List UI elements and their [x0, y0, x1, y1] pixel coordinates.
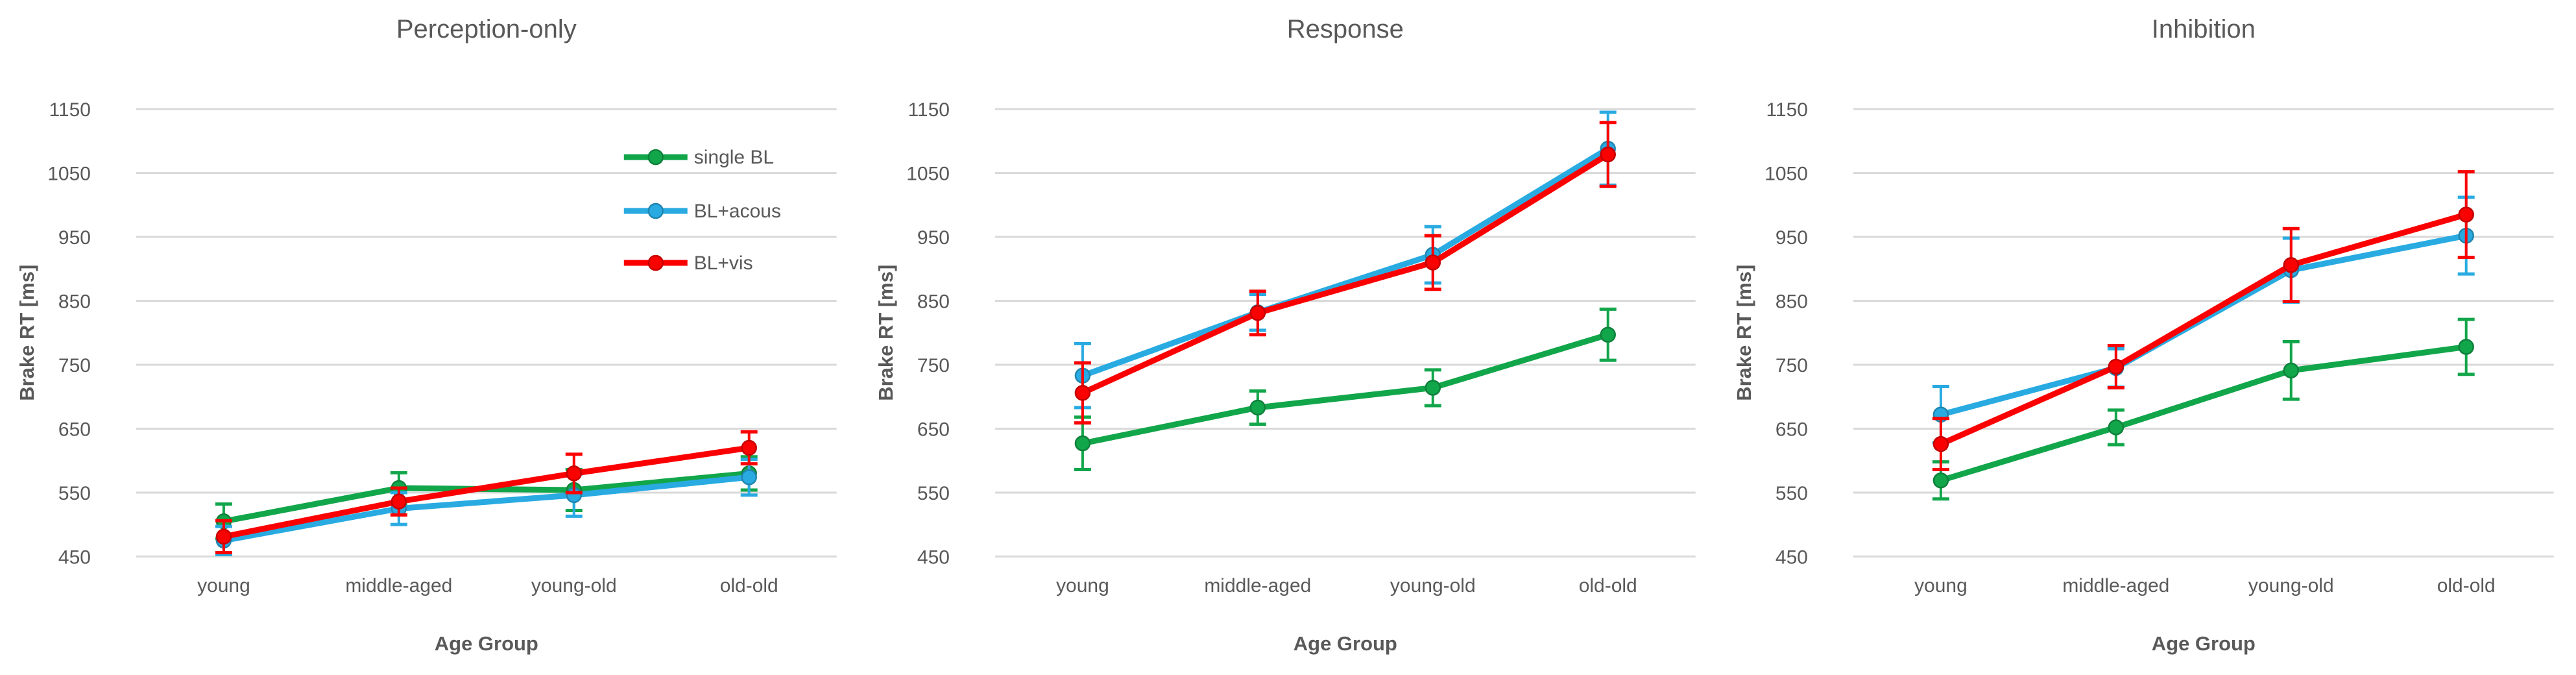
data-point-marker — [2283, 362, 2300, 379]
x-tick-label: old-old — [1578, 575, 1637, 596]
legend-marker — [647, 149, 664, 166]
y-axis-title: Brake RT [ms] — [1733, 265, 1755, 401]
data-point-marker — [1249, 399, 1266, 416]
y-tick-label: 1150 — [49, 99, 90, 121]
y-tick-label: 750 — [1776, 355, 1808, 376]
chart-svg-1: Response 1150 1050 950 850 750 650 550 450 Brake … — [874, 15, 1696, 655]
x-tick-label: young-old — [2248, 575, 2334, 596]
data-point-marker — [1425, 380, 1441, 396]
y-tick-label: 1050 — [47, 164, 91, 185]
x-tick-label: old-old — [2437, 575, 2496, 596]
panel-perception-only: Perception-only 1150 1050 950 850 750 650 550 45… — [0, 0, 859, 675]
y-tick-label: 450 — [58, 546, 91, 568]
y-tick-label: 1050 — [906, 164, 950, 185]
series-line — [1079, 151, 1611, 396]
y-tick-label: 850 — [1776, 291, 1808, 313]
y-tick-label: 550 — [58, 483, 91, 504]
panel-inhibition: Inhibition 1150 1050 950 850 750 650 550 450 Brak… — [1717, 0, 2576, 675]
data-point-marker — [1074, 435, 1090, 452]
x-tick-label: young-old — [1390, 575, 1476, 596]
y-tick-label: 850 — [58, 291, 91, 313]
x-axis-title: Age Group — [2152, 632, 2256, 655]
data-point-marker — [741, 469, 757, 485]
x-tick-label: young — [197, 575, 250, 596]
legend-label: BL+acous — [694, 201, 781, 222]
series-line — [1938, 232, 2470, 418]
series-single-bl — [1932, 317, 2475, 501]
data-point-marker — [2458, 339, 2475, 355]
chart-svg-2: Inhibition 1150 1050 950 850 750 650 550 450 Brak… — [1733, 15, 2555, 655]
y-tick-label: 750 — [917, 355, 950, 376]
x-tick-label: young — [1914, 575, 1968, 596]
x-tick-label: middle-aged — [345, 575, 452, 596]
series-line — [1079, 332, 1611, 447]
legend-item-single-bl: single BL — [623, 147, 774, 168]
data-point-marker — [2283, 257, 2300, 273]
series-line — [1079, 145, 1611, 379]
data-point-marker — [741, 439, 757, 456]
x-tick-label: young-old — [531, 575, 617, 596]
data-point-marker — [1933, 472, 1949, 489]
data-point-marker — [2458, 206, 2475, 223]
data-point-marker — [1425, 254, 1441, 271]
series-single-bl — [1074, 307, 1617, 471]
y-tick-label: 450 — [917, 546, 950, 568]
series-line — [221, 474, 752, 544]
y-axis-title: Brake RT [ms] — [874, 265, 897, 401]
series-bl-vis — [215, 430, 758, 555]
series-bl-acous — [1074, 110, 1617, 410]
chart-title: Inhibition — [2152, 15, 2256, 43]
series-line — [221, 470, 752, 524]
x-tick-label: middle-aged — [1204, 575, 1311, 596]
series-line — [1938, 212, 2470, 447]
legend-item-bl-acous: BL+acous — [623, 201, 781, 222]
legend-label: BL+vis — [694, 252, 753, 274]
y-tick-label: 650 — [1776, 419, 1808, 440]
series-line — [221, 445, 752, 540]
y-tick-label: 950 — [1776, 227, 1808, 249]
x-tick-label: young — [1056, 575, 1109, 596]
legend-marker — [647, 254, 664, 271]
x-tick-label: middle-aged — [2063, 575, 2170, 596]
series-bl-vis — [1074, 121, 1617, 425]
y-tick-label: 850 — [917, 291, 950, 313]
y-tick-label: 750 — [58, 355, 91, 376]
legend-marker — [647, 202, 664, 219]
data-point-marker — [1600, 146, 1616, 163]
chart-title: Perception-only — [396, 15, 577, 43]
legend-label: single BL — [694, 147, 774, 168]
y-axis-title: Brake RT [ms] — [16, 265, 38, 401]
legend-item-bl-vis: BL+vis — [623, 252, 753, 274]
data-point-marker — [2108, 419, 2125, 436]
data-point-marker — [1074, 385, 1090, 401]
x-axis-title: Age Group — [1293, 632, 1397, 655]
y-tick-label: 650 — [917, 419, 950, 440]
y-tick-label: 450 — [1776, 546, 1808, 568]
data-point-marker — [1600, 326, 1616, 343]
y-tick-label: 1150 — [1766, 99, 1808, 121]
y-tick-label: 650 — [58, 419, 91, 440]
y-tick-label: 550 — [917, 483, 950, 504]
y-tick-label: 1050 — [1765, 164, 1809, 185]
data-point-marker — [2108, 358, 2125, 375]
y-tick-label: 950 — [917, 227, 950, 249]
x-axis-title: Age Group — [435, 632, 538, 655]
data-point-marker — [391, 493, 407, 509]
chart-svg-0: Perception-only 1150 1050 950 850 750 650 550 45… — [16, 15, 837, 655]
data-point-marker — [1249, 304, 1266, 321]
y-tick-label: 950 — [58, 227, 91, 249]
y-tick-label: 550 — [1776, 483, 1808, 504]
data-point-marker — [215, 528, 232, 545]
series-bl-vis — [1932, 170, 2475, 471]
panel-response: Response 1150 1050 950 850 750 650 550 450 Brake … — [859, 0, 1718, 675]
data-point-marker — [1933, 436, 1949, 452]
chart-title: Response — [1286, 15, 1403, 43]
x-tick-label: old-old — [720, 575, 778, 596]
data-point-marker — [566, 465, 583, 482]
series-line — [1938, 343, 2470, 484]
y-tick-label: 1150 — [908, 99, 949, 121]
